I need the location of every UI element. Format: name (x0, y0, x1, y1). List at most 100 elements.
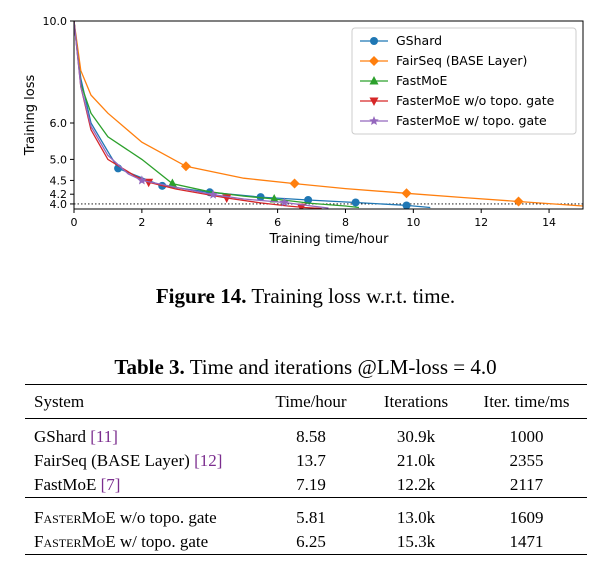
data-point (304, 195, 313, 204)
table-caption: Table 3. Time and iterations @LM-loss = … (0, 355, 611, 380)
iter-time-cell: 1471 (466, 530, 587, 555)
plot-frame (73, 20, 584, 210)
figure-caption: Figure 14. Training loss w.r.t. time. (0, 284, 611, 309)
header-system: System (25, 384, 256, 419)
system-cell: FasterMoE w/o topo. gate (25, 497, 256, 530)
table-row: FasterMoE w/ topo. gate 6.25 15.3k 1471 (25, 530, 587, 555)
time-cell: 5.81 (256, 497, 366, 530)
legend-marker (369, 97, 379, 106)
y-tick-label: 4.5 (50, 174, 68, 187)
legend-label: GShard (396, 33, 442, 48)
figure-caption-text: Training loss w.r.t. time. (251, 284, 456, 308)
series-line (74, 21, 360, 209)
y-tick-label: 10.0 (43, 15, 68, 28)
legend-label: FairSeq (BASE Layer) (396, 53, 527, 68)
legend-entry: GShard (360, 33, 442, 48)
iter-time-cell: 1609 (466, 497, 587, 530)
y-axis-label: Training loss (23, 75, 38, 157)
data-point (180, 161, 191, 172)
system-cell: GShard [11] (25, 419, 256, 450)
header-iter-time: Iter. time/ms (466, 384, 587, 419)
system-name: FasterMoE (34, 508, 116, 527)
y-tick-label: 4.2 (50, 188, 68, 201)
x-tick-label: 0 (71, 216, 78, 229)
table-caption-text: Time and iterations @LM-loss = 4.0 (189, 355, 497, 379)
iterations-cell: 15.3k (366, 530, 466, 555)
y-tick-label: 4.0 (50, 198, 68, 211)
table-caption-label: Table 3. (114, 355, 185, 379)
system-name: FairSeq (BASE Layer) (34, 451, 190, 470)
time-cell: 7.19 (296, 475, 326, 494)
table-row: FasterMoE w/o topo. gate 5.81 13.0k 1609 (25, 497, 587, 530)
citation-link[interactable]: [11] (90, 427, 118, 446)
system-variant: w/o topo. gate (115, 508, 217, 527)
x-tick-label: 10 (406, 216, 420, 229)
data-point (167, 178, 177, 188)
citation-link[interactable]: [12] (194, 451, 223, 470)
data-point (208, 189, 218, 199)
header-iterations: Iterations (366, 384, 466, 419)
y-tick-label: 5.0 (50, 153, 68, 166)
time-cell: 8.58 (296, 427, 326, 446)
iter-time-cell: 2355 (509, 451, 544, 470)
table-row: FairSeq (BASE Layer) [12] 13.7 21.0k 235… (25, 449, 587, 473)
y-tick-label: 6.0 (50, 117, 68, 130)
data-point (279, 197, 290, 207)
system-cell: FasterMoE w/ topo. gate (25, 530, 256, 555)
x-tick-label: 6 (274, 216, 281, 229)
table-row: GShard [11] 8.58 30.9k 1000 (25, 419, 587, 450)
data-point (513, 196, 524, 207)
legend-entry: FasterMoE w/ topo. gate (360, 113, 547, 128)
x-tick-label: 12 (474, 216, 488, 229)
series-line (74, 21, 329, 209)
system-name: FasterMoE (34, 532, 116, 551)
x-tick-label: 14 (542, 216, 556, 229)
series-line (74, 21, 322, 209)
x-tick-label: 8 (342, 216, 349, 229)
legend-marker (369, 76, 379, 85)
series-5 (74, 21, 329, 209)
x-tick-label: 4 (206, 216, 213, 229)
system-name: GShard (34, 427, 86, 446)
results-table: System Time/hour Iterations Iter. time/m… (25, 384, 587, 555)
data-point (137, 175, 147, 185)
data-point (401, 188, 412, 199)
system-cell: FairSeq (BASE Layer) [12] (25, 449, 256, 473)
legend-marker (370, 37, 378, 45)
legend-entry: FairSeq (BASE Layer) (360, 53, 527, 68)
citation-link[interactable]: [7] (100, 475, 121, 494)
data-point (289, 178, 300, 189)
series-3 (74, 21, 360, 209)
time-cell: 13.7 (296, 451, 326, 470)
iterations-cell: 30.9k (396, 427, 436, 446)
legend-label: FasterMoE w/ topo. gate (396, 113, 547, 128)
legend-label: FastMoE (396, 73, 448, 88)
data-point (269, 194, 279, 203)
table-row: FastMoE [7] 7.19 12.2k 2117 (25, 473, 587, 498)
training-loss-chart: 0 2 4 6 8 10 12 14 10.0 6.0 5.0 4.54.24.0 Training … (23, 15, 584, 247)
iterations-cell: 21.0k (396, 451, 436, 470)
table-header-row: System Time/hour Iterations Iter. time/m… (25, 384, 587, 419)
system-cell: FastMoE [7] (25, 473, 256, 498)
iterations-cell: 13.0k (366, 497, 466, 530)
iter-time-cell: 1000 (509, 427, 544, 446)
header-time: Time/hour (256, 384, 366, 419)
legend-marker (369, 56, 379, 66)
legend-entry: FastMoE (360, 73, 448, 88)
iterations-cell: 12.2k (396, 475, 436, 494)
x-axis-label: Training time/hour (269, 232, 390, 247)
data-point (402, 201, 411, 209)
legend-entry: FasterMoE w/o topo. gate (360, 93, 555, 108)
iter-time-cell: 2117 (509, 475, 544, 494)
legend: GShard FairSeq (BASE Layer) FastMoE FasterM… (351, 27, 577, 135)
series-line (74, 21, 583, 207)
system-variant: w/ topo. gate (115, 532, 209, 551)
time-cell: 6.25 (256, 530, 366, 555)
data-point (351, 198, 360, 207)
legend-marker (369, 116, 379, 126)
series-2 (74, 21, 583, 207)
figure-caption-label: Figure 14. (155, 284, 247, 308)
legend-box (351, 27, 577, 135)
x-tick-label: 2 (138, 216, 145, 229)
legend-label: FasterMoE w/o topo. gate (396, 93, 555, 108)
